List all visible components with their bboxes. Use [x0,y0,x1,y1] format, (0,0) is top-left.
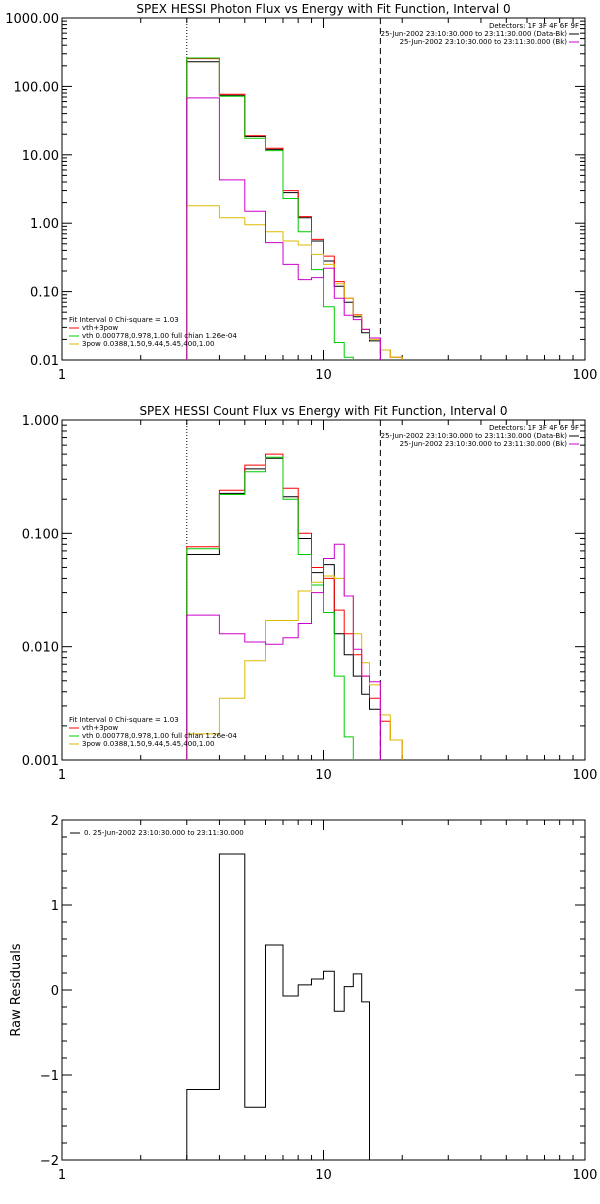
series-fit-thermal [186,456,354,760]
legend-bottom-label: vth 0.000778,0.978,1.00 full chian 1.26e… [82,732,237,740]
legend-top-header: Detectors: 1F 3F 4F 6F 9F [489,22,579,30]
legend-bottom-label: 3pow 0.0388,1.50,9.44,5.45,400,1.00 [82,740,214,748]
x-tick-label: 10 [315,1168,332,1183]
legend-bottom-header: Fit Interval 0 Chi-square = 1.03 [69,316,179,324]
plot-frame [61,17,586,361]
x-tick-label: 10 [315,768,332,783]
y-tick-label: 1 [51,899,59,914]
y-tick-label: 1000.00 [5,12,59,27]
legend-top-label: 25-Jun-2002 23:10:30.000 to 23:11:30.000… [381,30,568,38]
legend-top-header: Detectors: 1F 3F 4F 6F 9F [489,424,579,432]
series-residuals [186,853,370,1160]
legend-bottom-label: vth+3pow [82,724,118,732]
legend-top-label: 0. 25-Jun-2002 23:10:30.000 to 23:11:30.… [84,829,244,837]
series-data-minus-bk [186,61,381,360]
x-tick-label: 100 [573,1168,598,1183]
chart-title: SPEX HESSI Count Flux vs Energy with Fit… [139,404,507,418]
legend-top-label: 25-Jun-2002 23:10:30.000 to 23:11:30.000… [400,440,568,448]
y-tick-label: 0 [51,984,59,999]
x-tick-label: 10 [315,368,332,383]
y-tick-label: 1.00 [30,217,59,232]
y-tick-label: 0.001 [22,754,59,769]
y-tick-label: 0.10 [30,286,59,301]
x-tick-label: 100 [573,768,598,783]
plot-3: Raw Residuals 1 10 100 −2 −1 0 1 2 0. 25-Jun-2002… [9,814,598,1183]
series-fit-thermal [186,57,354,360]
series-background [186,97,381,360]
y-tick-label: −1 [40,1069,59,1084]
series-fit-total [186,453,403,760]
series-background [186,543,381,760]
x-tick-label: 1 [58,368,66,383]
legend-bottom-header: Fit Interval 0 Chi-square = 1.03 [69,716,179,724]
series-group [186,57,403,360]
y-tick-label: 100.00 [14,80,60,95]
plot-1: SPEX HESSI Photon Flux vs Energy with Fi… [5,2,598,383]
y-axis-label: Raw Residuals [9,943,24,1036]
y-tick-label: 0.01 [30,354,59,369]
legend-bottom-label: vth+3pow [82,324,118,332]
x-tick-label: 100 [573,368,598,383]
legend-top-label: 25-Jun-2002 23:10:30.000 to 23:11:30.000… [400,38,568,46]
series-group [186,453,403,760]
chart-title: SPEX HESSI Photon Flux vs Energy with Fi… [136,2,510,16]
y-tick-label: 0.010 [22,641,59,656]
y-tick-label: 1.000 [22,414,59,429]
series-group [186,853,370,1160]
x-tick-label: 1 [58,1168,66,1183]
legend-bottom-label: vth 0.000778,0.978,1.00 full chian 1.26e… [82,332,237,340]
plot-frame [61,819,586,1161]
x-tick-label: 1 [58,768,66,783]
plot-2: SPEX HESSI Count Flux vs Energy with Fit… [22,404,598,783]
y-tick-label: 2 [51,814,59,829]
y-tick-label: 10.00 [22,149,59,164]
series-data-minus-bk [186,457,381,760]
legend-top-label: 25-Jun-2002 23:10:30.000 to 23:11:30.000… [381,432,568,440]
series-fit-power [186,205,403,360]
y-tick-label: 0.100 [22,527,59,542]
y-tick-label: −2 [40,1154,59,1169]
legend-bottom-label: 3pow 0.0388,1.50,9.44,5.45,400,1.00 [82,340,214,348]
